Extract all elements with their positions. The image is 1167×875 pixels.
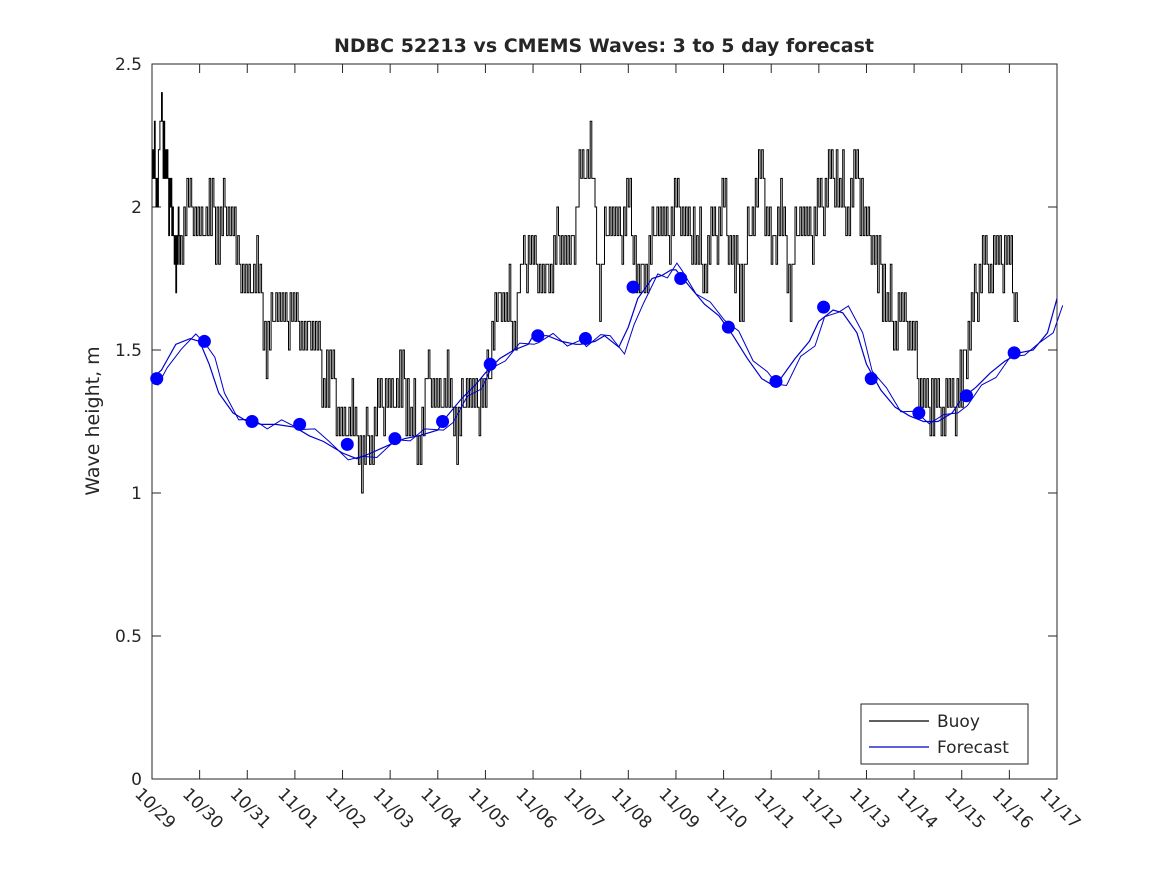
legend-label-buoy: Buoy [937,712,980,732]
forecast-point [817,300,831,314]
forecast-point [1007,346,1021,360]
y-tick-label: 2.5 [115,55,142,75]
forecast-point [245,415,259,428]
plot-area: 00.511.522.510/2910/3010/3111/0111/0211/… [115,55,1084,833]
forecast-point [674,272,688,285]
forecast-line-alt [157,262,1064,461]
y-axis-label: Wave height, m [82,346,104,495]
forecast-point [340,437,354,451]
forecast-point [531,329,545,343]
y-tick-label: 2 [131,198,142,218]
y-tick-label: 0.5 [115,627,142,647]
buoy-line [152,92,1019,494]
forecast-point [483,357,497,371]
forecast-point [197,334,211,348]
forecast-point [578,332,592,346]
legend-label-forecast: Forecast [937,738,1009,758]
forecast-point [388,432,402,446]
forecast-point [721,320,735,334]
forecast-point [626,280,640,294]
y-tick-label: 1 [131,484,142,504]
forecast-point [293,417,307,431]
plot-frame [151,63,1058,780]
forecast-point [960,389,973,403]
y-tick-label: 0 [131,770,142,790]
forecast-point [769,374,783,388]
y-tick-label: 1.5 [115,341,142,361]
forecast-point [150,372,164,386]
legend-box [860,703,1029,765]
chart-title: NDBC 52213 vs CMEMS Waves: 3 to 5 day fo… [334,35,874,57]
forecast-point [912,406,926,420]
forecast-point [864,372,878,386]
forecast-point [436,415,450,428]
